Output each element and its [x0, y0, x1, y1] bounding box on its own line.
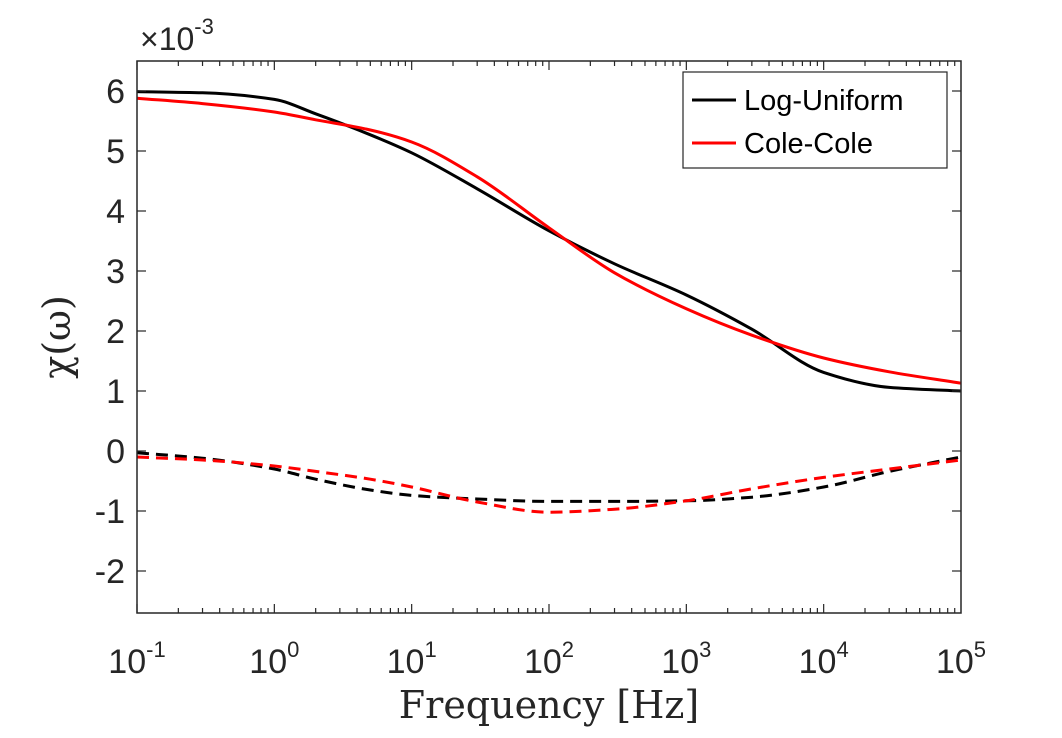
- y-tick-label: -1: [95, 493, 125, 531]
- series-log-uniform-real: [136, 90, 962, 393]
- legend-label-log-uniform: Log-Uniform: [744, 85, 904, 117]
- series-cole-cole-imag: [136, 455, 962, 514]
- series-cole-cole-real: [136, 96, 962, 385]
- x-tick-label: 105: [936, 637, 986, 681]
- y-tick-label: 5: [106, 133, 125, 171]
- y-multiplier: ×10-3: [140, 14, 214, 57]
- y-tick-label: 3: [106, 253, 125, 291]
- series-log-uniform-imag: [136, 451, 962, 503]
- x-tick-label: 101: [387, 637, 437, 681]
- y-tick-label: 6: [106, 73, 125, 111]
- legend-label-cole-cole: Cole-Cole: [744, 128, 873, 160]
- y-tick-label: 4: [106, 193, 125, 231]
- ticks-layer: [136, 61, 961, 613]
- series-layer: [136, 90, 962, 514]
- x-tick-label: 10-1: [108, 637, 165, 681]
- y-tick-label: 0: [106, 433, 125, 471]
- y-tick-labels: 6 5 4 3 2 1 0 -1 -2: [95, 73, 125, 591]
- x-axis-label: Frequency [Hz]: [399, 683, 699, 727]
- x-tick-labels: 10-1 100 101 102 103 104 105: [108, 637, 986, 681]
- legend: Log-Uniform Cole-Cole: [682, 71, 948, 169]
- y-tick-label: 2: [106, 313, 125, 351]
- x-tick-label: 100: [249, 637, 299, 681]
- y-axis-label: χ(ω): [35, 295, 79, 379]
- legend-box: [682, 71, 948, 169]
- plot-frame: [136, 60, 962, 614]
- x-tick-label: 103: [661, 637, 711, 681]
- y-tick-label: 1: [106, 373, 125, 411]
- y-tick-label: -2: [95, 553, 125, 591]
- x-tick-label: 104: [799, 637, 849, 681]
- x-tick-label: 102: [524, 637, 574, 681]
